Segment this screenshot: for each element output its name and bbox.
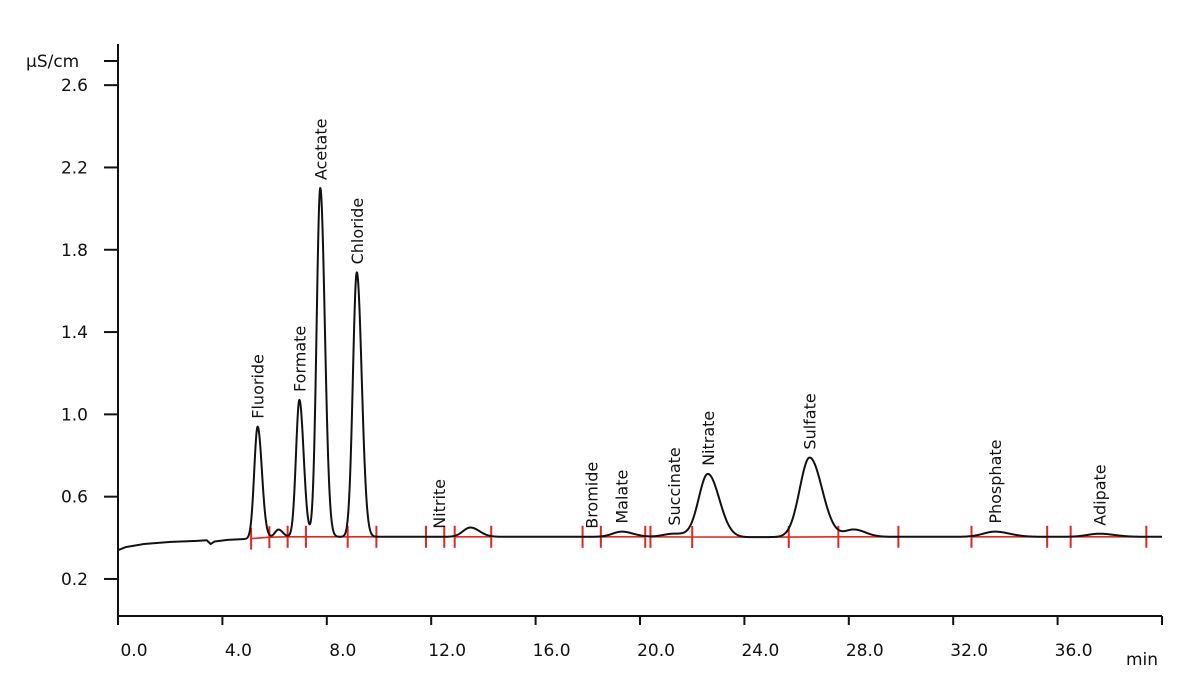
y-ticks: 0.2 0.6 1.0 1.4 1.8 2.2 2.6 [61, 60, 118, 590]
y-tick-label: 1.0 [61, 405, 88, 425]
peak-label-fluoride: Fluoride [249, 354, 268, 419]
x-tick-label: 28.0 [846, 641, 884, 661]
x-axis-unit-label: min [1126, 650, 1158, 670]
y-tick-label: 0.6 [61, 488, 88, 508]
x-tick-label: 24.0 [741, 641, 779, 661]
chromatogram-trace [117, 187, 1163, 552]
integration-baseline-segment [251, 536, 270, 540]
y-tick-label: 2.2 [61, 158, 88, 178]
y-axis-unit-label: µS/cm [26, 52, 79, 72]
peak-label-nitrate: Nitrate [699, 411, 718, 466]
peak-label-sulfate: Sulfate [801, 393, 820, 449]
peak-label-nitrite: Nitrite [430, 479, 449, 529]
peak-label-malate: Malate [613, 470, 632, 524]
x-tick-label: 32.0 [950, 641, 988, 661]
peak-label-chloride: Chloride [348, 198, 367, 265]
x-tick-label: 36.0 [1055, 641, 1093, 661]
peak-label-formate: Formate [290, 326, 309, 392]
peak-label-succinate: Succinate [665, 447, 684, 525]
y-tick-label: 2.6 [61, 76, 88, 96]
x-tick-label: 0.0 [120, 641, 147, 661]
x-ticks: 0.0 4.0 8.0 12.0 16.0 20.0 24.0 28.0 32.0 36.0 [117, 616, 1163, 661]
x-tick-label: 16.0 [533, 641, 571, 661]
x-tick-label: 12.0 [428, 641, 466, 661]
integration-baseline-group [250, 525, 1148, 550]
peak-label-acetate: Acetate [311, 119, 330, 181]
axes [117, 44, 1162, 617]
peak-label-adipate: Adipate [1090, 464, 1109, 525]
peak-labels: Fluoride Formate Acetate Chloride Nitrite Bro… [249, 119, 1110, 529]
x-tick-label: 4.0 [225, 641, 252, 661]
peak-label-phosphate: Phosphate [986, 439, 1005, 523]
x-tick-label: 8.0 [329, 641, 356, 661]
y-tick-label: 1.8 [61, 241, 88, 261]
y-tick-label: 1.4 [61, 323, 88, 343]
peak-label-bromide: Bromide [583, 462, 602, 529]
x-tick-label: 20.0 [637, 641, 675, 661]
y-tick-label: 0.2 [61, 570, 88, 590]
